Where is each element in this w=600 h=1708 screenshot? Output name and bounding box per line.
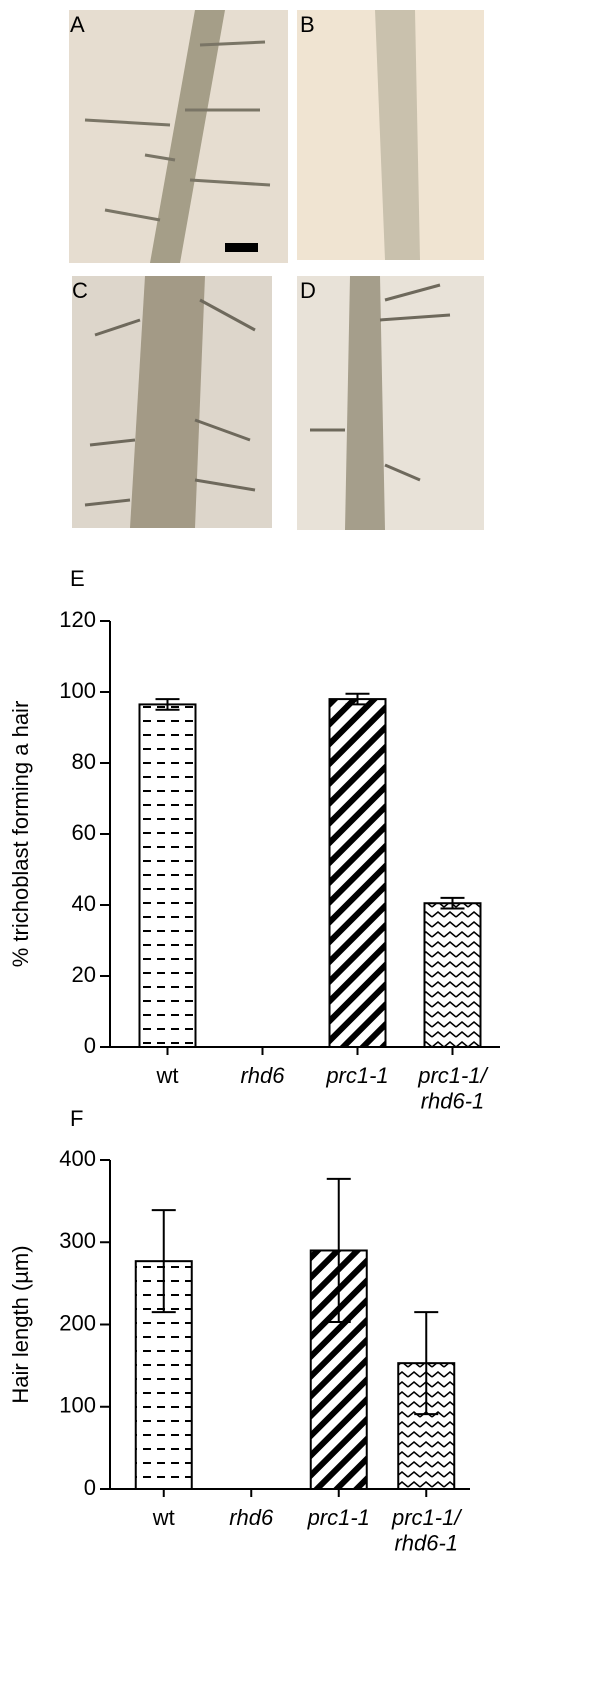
- x-tick-label: prc1-1: [325, 1063, 388, 1088]
- y-tick-label: 20: [72, 962, 96, 987]
- panel-label: D: [300, 278, 316, 303]
- scale-bar: [225, 243, 258, 252]
- y-tick-label: 0: [84, 1033, 96, 1058]
- micrographs: [69, 10, 484, 530]
- y-tick-label: 40: [72, 891, 96, 916]
- y-tick-label: 60: [72, 820, 96, 845]
- x-tick-label: rhd6: [240, 1063, 285, 1088]
- panel-label: F: [70, 1106, 83, 1131]
- panel-label: E: [70, 566, 85, 591]
- y-tick-label: 0: [84, 1475, 96, 1500]
- y-tick-label: 300: [59, 1228, 96, 1253]
- root-d: [345, 276, 385, 530]
- bar: [328, 698, 387, 1048]
- y-axis-label: % trichoblast forming a hair: [8, 701, 33, 968]
- y-axis-label: Hair length (µm): [8, 1245, 33, 1403]
- x-tick-label: rhd6: [229, 1505, 274, 1530]
- bar: [423, 902, 482, 1048]
- root-a: [150, 10, 225, 263]
- x-tick-label: prc1-1/rhd6-1: [391, 1505, 462, 1555]
- root-c: [130, 276, 205, 528]
- panel-label: C: [72, 278, 88, 303]
- x-tick-label: prc1-1: [307, 1505, 370, 1530]
- x-tick-label: prc1-1/rhd6-1: [417, 1063, 488, 1113]
- x-tick-label: wt: [152, 1505, 175, 1530]
- bar: [138, 703, 197, 1048]
- root-b: [375, 10, 420, 260]
- y-tick-label: 120: [59, 607, 96, 632]
- hairs-c: [84, 298, 256, 507]
- y-tick-label: 400: [59, 1146, 96, 1171]
- y-tick-label: 80: [72, 749, 96, 774]
- photo-d: [297, 276, 484, 530]
- y-tick-label: 200: [59, 1310, 96, 1335]
- panel-label: B: [300, 12, 315, 37]
- hairs-d: [310, 283, 451, 482]
- hairs-a: [84, 40, 271, 222]
- x-tick-label: wt: [156, 1063, 179, 1088]
- panel-label: A: [70, 12, 85, 37]
- y-tick-label: 100: [59, 678, 96, 703]
- y-tick-label: 100: [59, 1393, 96, 1418]
